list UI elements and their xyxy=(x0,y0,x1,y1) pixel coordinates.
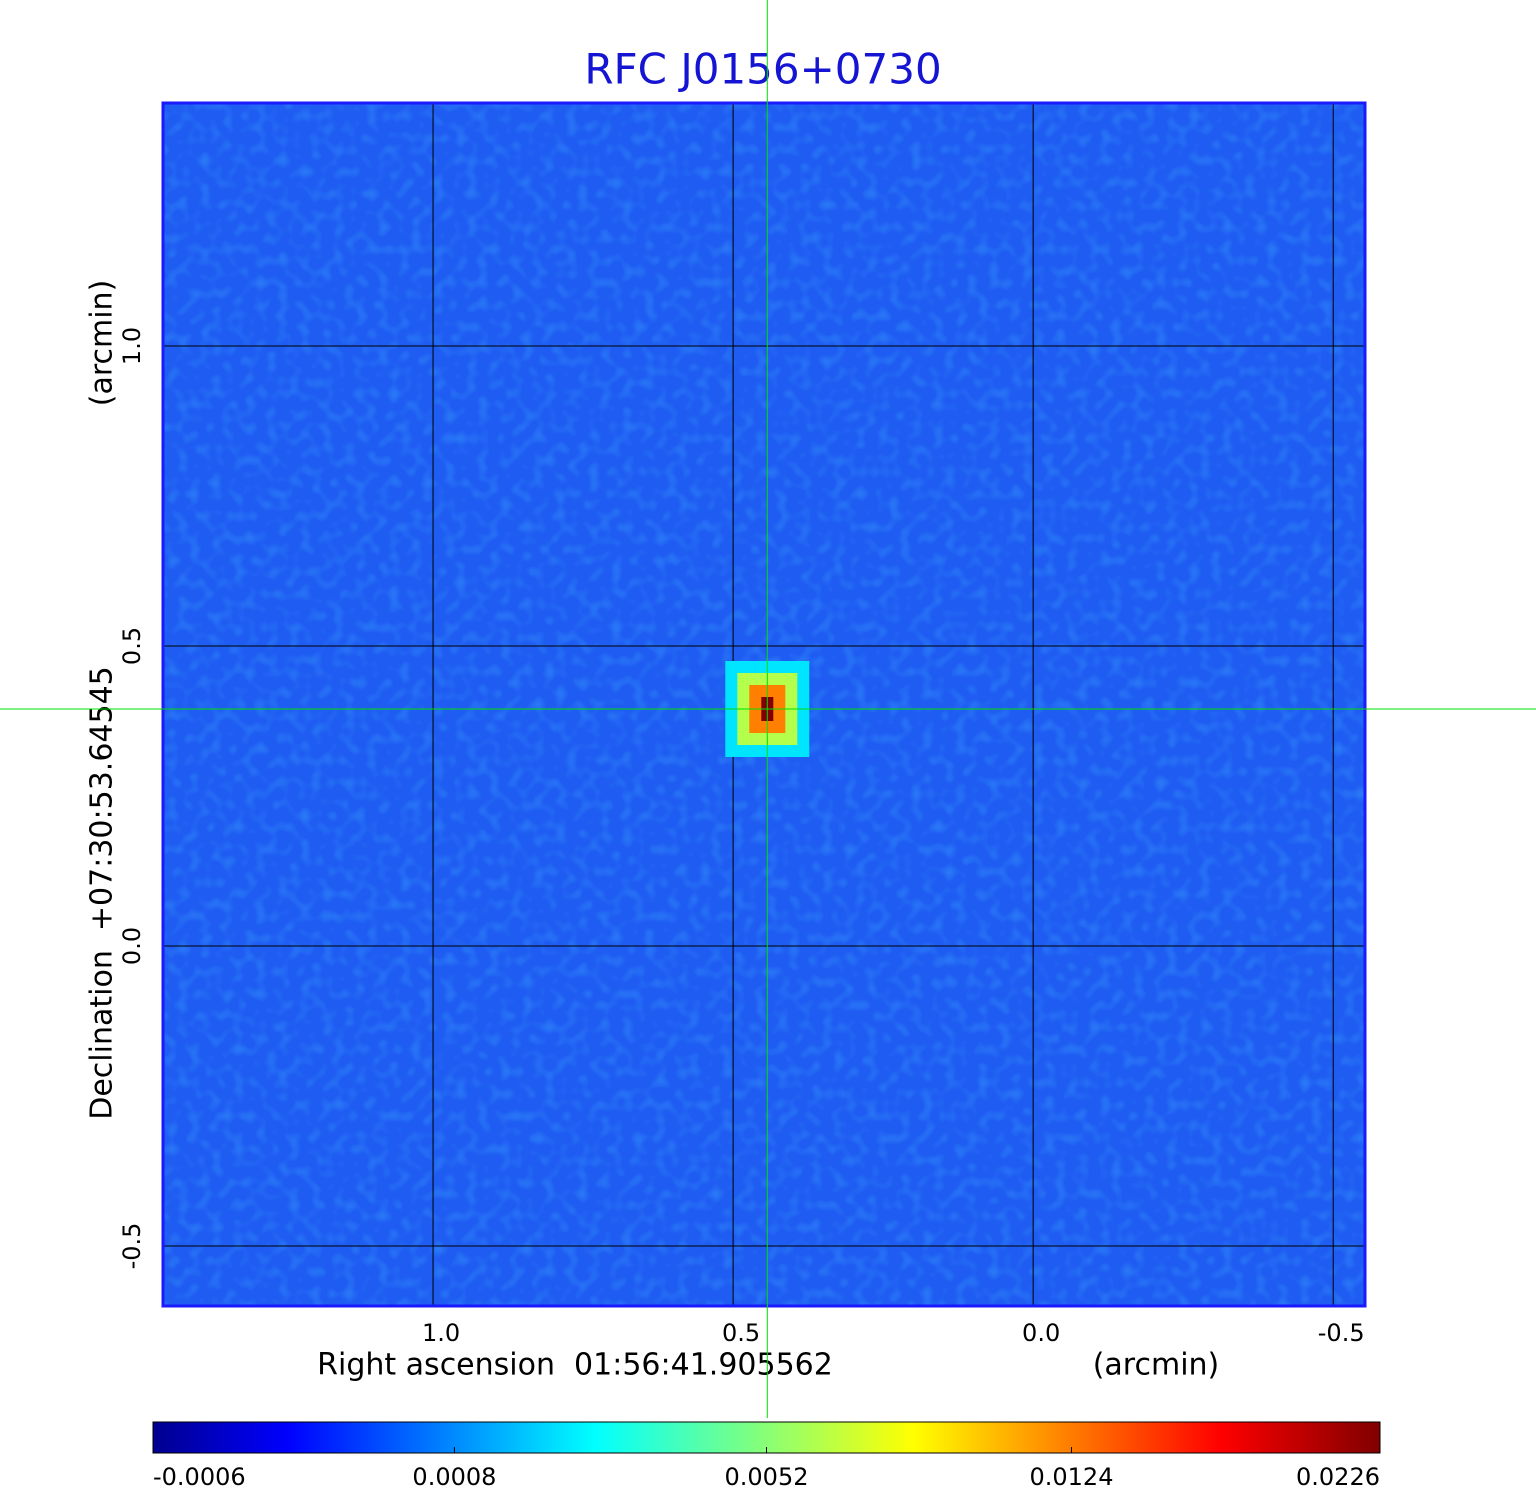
y-axis-label: Declination +07:30:53.64545 xyxy=(85,666,120,1120)
colorbar-tick-label: 0.0008 xyxy=(412,1463,496,1491)
y-tick-label: 0.5 xyxy=(118,627,146,665)
colorbar-tick-label: -0.0006 xyxy=(153,1463,246,1491)
colorbar-tick-label: 0.0052 xyxy=(725,1463,809,1491)
colorbar-tick-label: 0.0226 xyxy=(1296,1463,1380,1491)
x-axis-label: Right ascension 01:56:41.905562 xyxy=(317,1348,833,1383)
plot-frame xyxy=(161,101,1367,1308)
x-tick-label: -0.5 xyxy=(1318,1319,1365,1347)
y-tick-label: 1.0 xyxy=(118,327,146,365)
y-tick-label: 0.0 xyxy=(118,927,146,965)
x-tick-label: 0.5 xyxy=(722,1319,760,1347)
x-axis-unit: (arcmin) xyxy=(1093,1348,1220,1383)
y-axis-unit: (arcmin) xyxy=(85,280,120,407)
colorbar-tick-label: 0.0124 xyxy=(1029,1463,1113,1491)
x-tick-label: 0.0 xyxy=(1022,1319,1060,1347)
chart-title: RFC J0156+0730 xyxy=(584,45,941,94)
y-tick-label: -0.5 xyxy=(118,1223,146,1270)
x-tick-label: 1.0 xyxy=(422,1319,460,1347)
